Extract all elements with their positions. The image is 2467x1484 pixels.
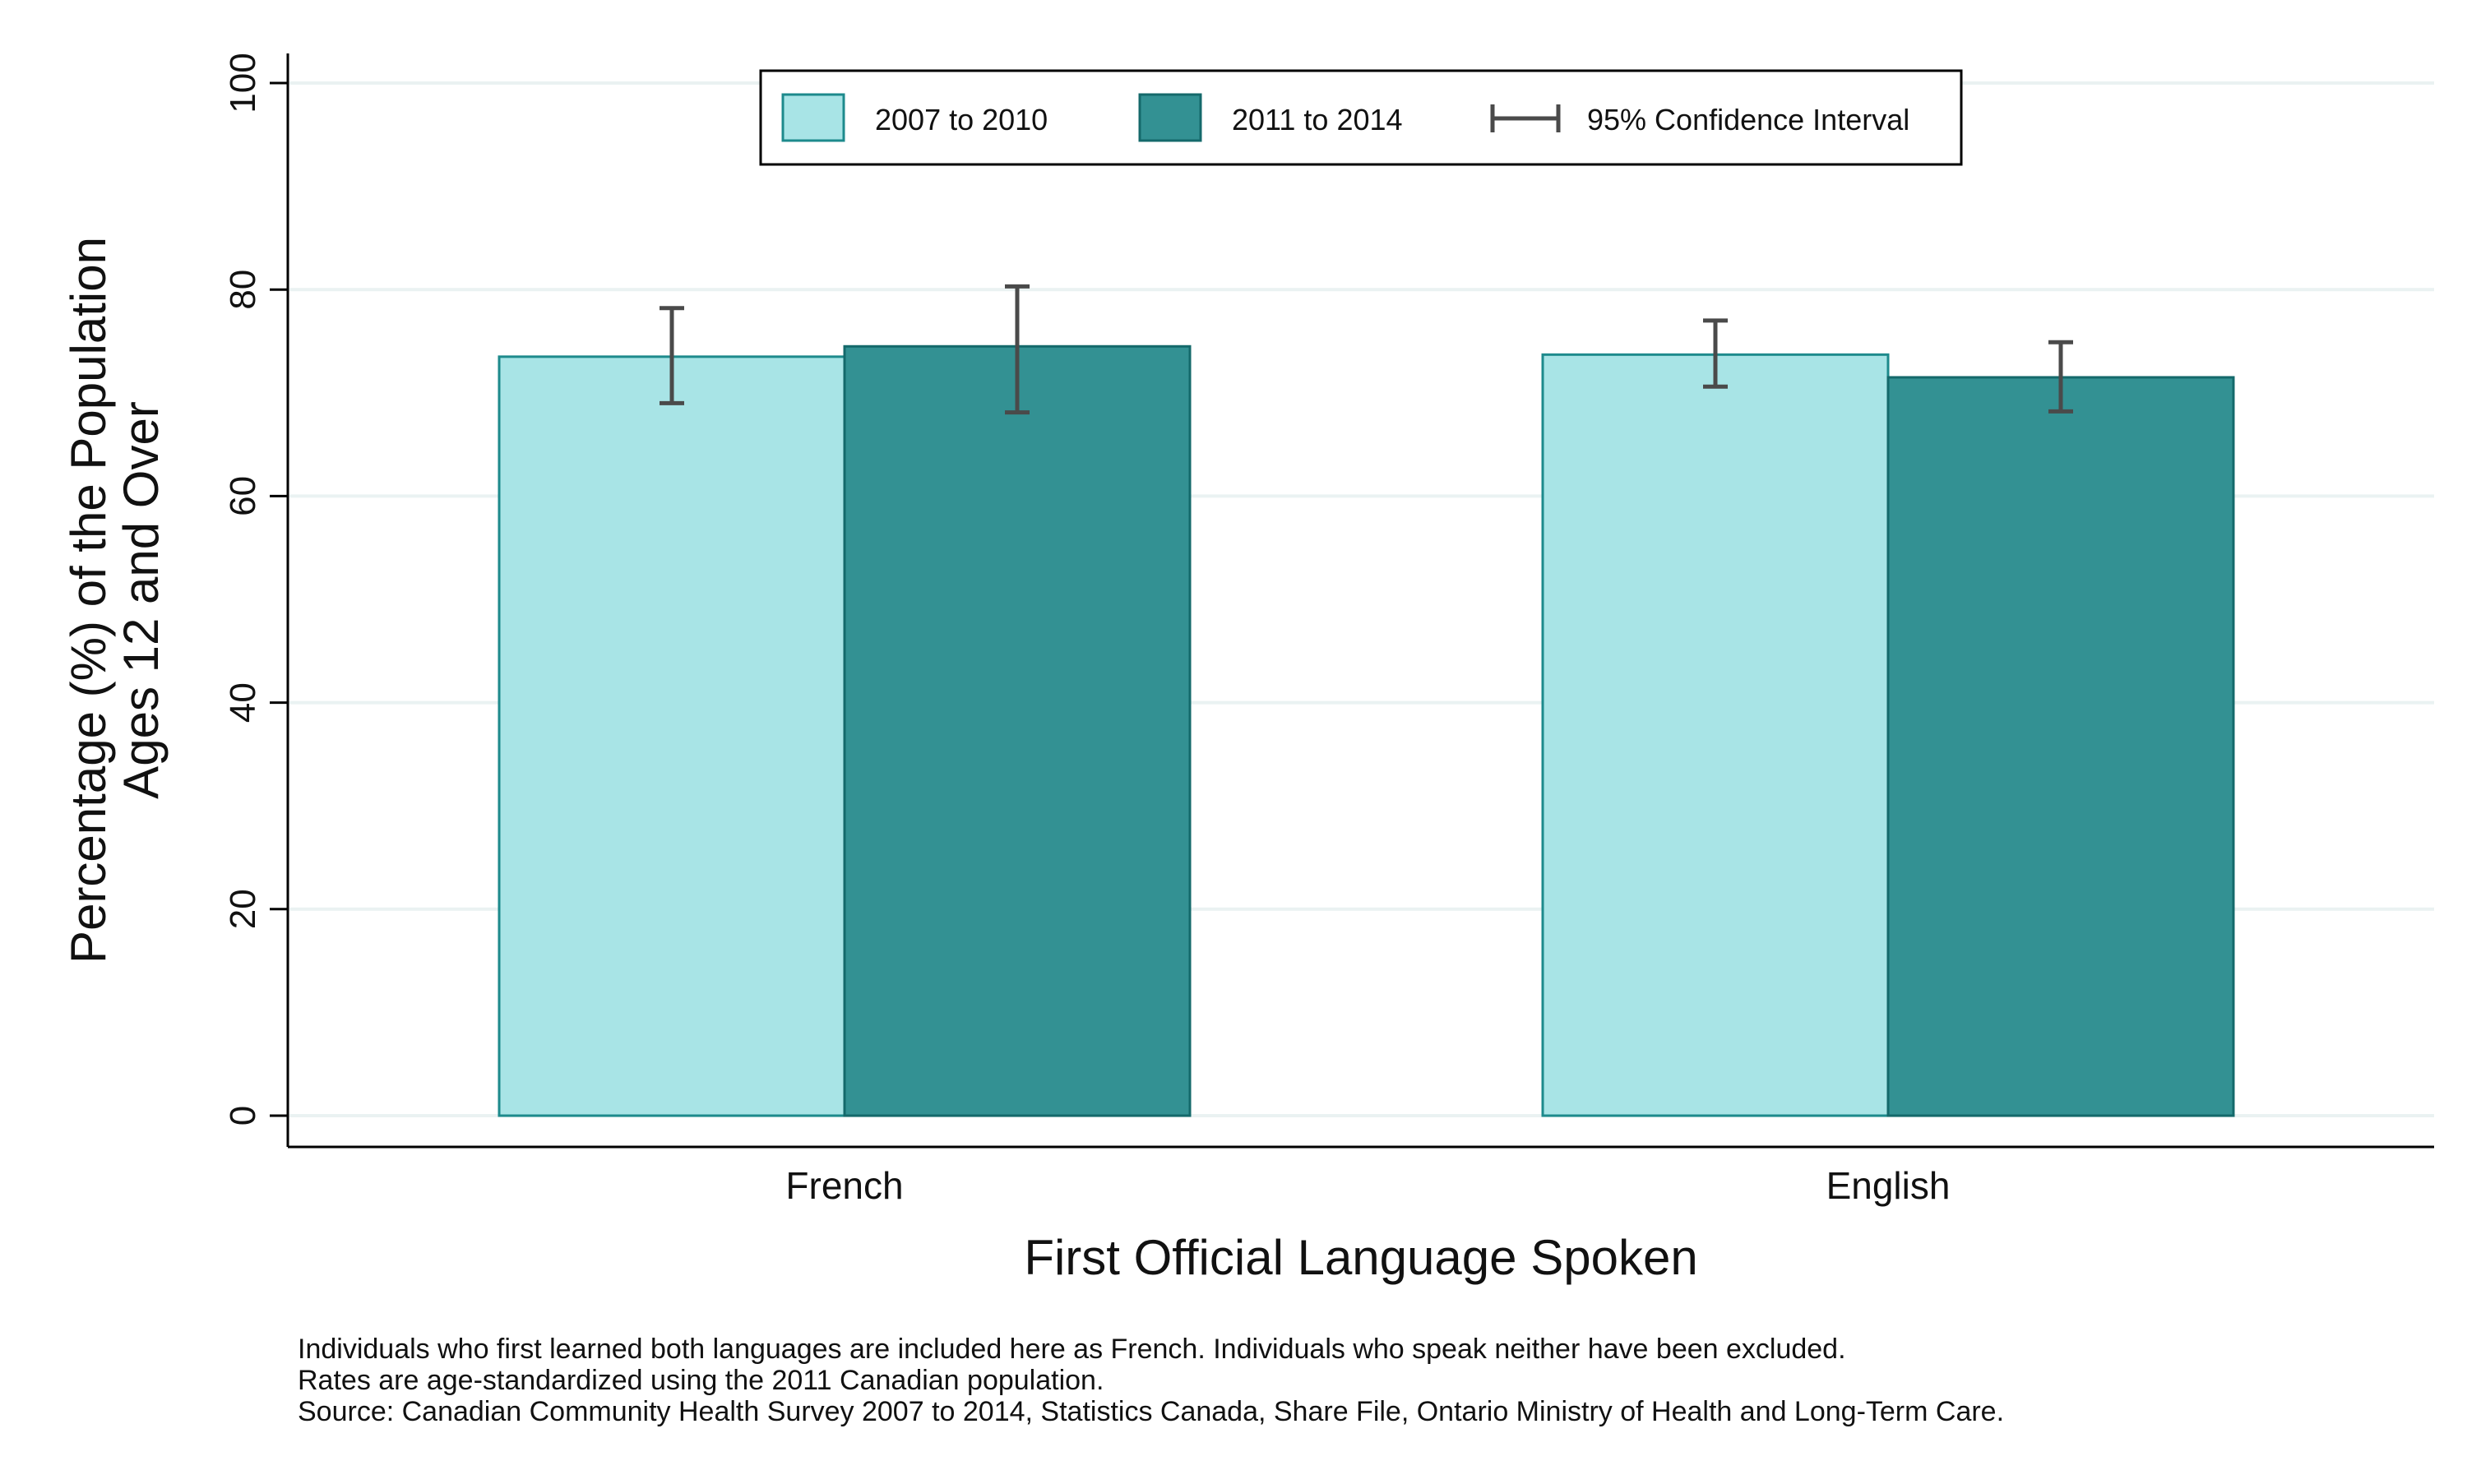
x-ticks: French English [785,1164,1950,1207]
bar-english-series-1 [1541,353,1890,1117]
y-tick-label: 100 [223,53,263,113]
footnotes: Individuals who first learned both langu… [298,1334,2004,1427]
y-tick-label: 20 [223,889,263,929]
footnote-1: Individuals who first learned both langu… [298,1334,1846,1365]
legend-ci-icon [1490,104,1561,132]
legend-swatch-series-1 [781,93,845,142]
y-axis-label-line1: Percentage (%) of the Population [61,237,116,964]
legend-label-ci: 95% Confidence Interval [1587,103,1909,136]
bars [498,344,2235,1117]
ci-english-series-1 [1703,318,1728,389]
y-tick-label: 40 [223,682,263,723]
axes [286,53,2434,1149]
y-tick-label: 80 [223,270,263,310]
legend-label-series-1: 2007 to 2010 [875,103,1048,136]
y-ticks: 0 20 40 60 80 100 [223,53,288,1126]
legend-swatch-series-2 [1138,93,1202,142]
confidence-intervals [660,284,2073,415]
legend-label-series-2: 2011 to 2014 [1232,103,1403,136]
bar-french-series-2 [843,344,1192,1117]
ci-french-series-1 [660,306,684,405]
y-tick-label: 0 [223,1106,263,1126]
y-tick-label: 60 [223,476,263,516]
bar-french-series-1 [498,355,846,1117]
ci-french-series-2 [1005,284,1030,415]
x-tick-label-french: French [785,1164,903,1207]
bar-english-series-2 [1886,376,2235,1117]
footnote-2: Rates are age-standardized using the 201… [298,1365,1104,1396]
legend: 2007 to 2010 2011 to 2014 95% Confidence… [759,69,1963,166]
y-axis-label-line2: Ages 12 and Over [113,401,169,799]
footnote-3: Source: Canadian Community Health Survey… [298,1396,2004,1427]
x-axis-label: First Official Language Spoken [1024,1230,1697,1285]
x-tick-label-english: English [1826,1164,1951,1207]
legend-box [759,69,1963,166]
ci-english-series-2 [2048,340,2073,414]
